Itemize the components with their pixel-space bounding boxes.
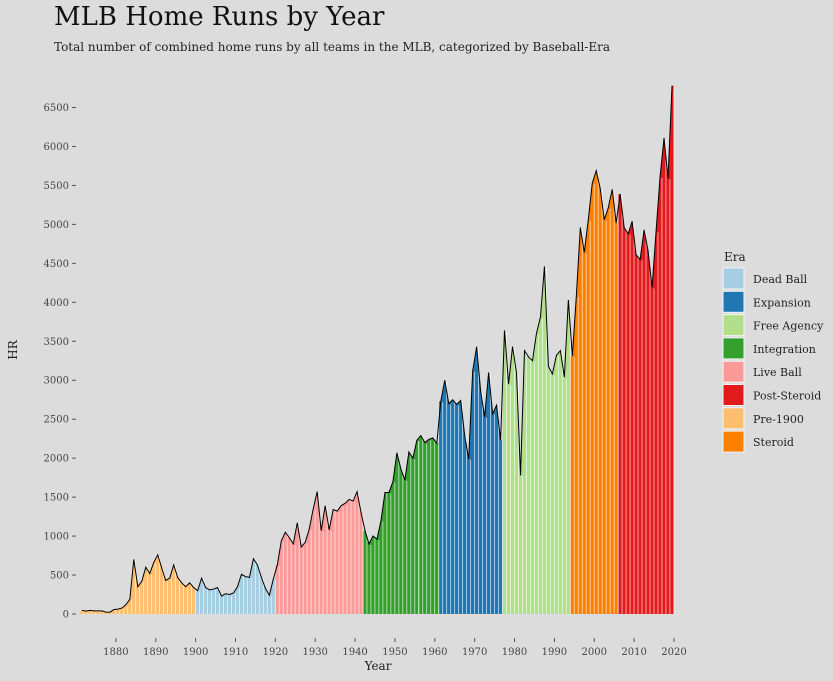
x-tick-label: 1940 [342, 647, 367, 658]
legend-label: Free Agency [753, 320, 824, 333]
x-tick-label: 1990 [542, 647, 567, 658]
y-tick-label: 4500 [44, 259, 69, 270]
chart-subtitle: Total number of combined home runs by al… [54, 40, 610, 54]
legend-swatch [722, 290, 745, 313]
legend: Era Dead Ball Expansion Free Agency Integra… [722, 250, 824, 453]
y-tick-label: 3500 [44, 337, 69, 348]
x-tick-label: 2020 [661, 647, 686, 658]
legend-swatch [722, 267, 745, 290]
legend-swatch [722, 337, 745, 360]
legend-swatch [722, 430, 745, 453]
legend-label: Steroid [753, 436, 794, 449]
y-axis-title: HR [6, 339, 20, 359]
x-tick-label: 2000 [582, 647, 607, 658]
legend-label: Dead Ball [753, 273, 808, 286]
x-tick-label: 2010 [621, 647, 646, 658]
x-tick-label: 1930 [302, 647, 327, 658]
x-tick-label: 1900 [183, 647, 208, 658]
y-tick-label: 6500 [44, 103, 69, 114]
x-tick-label: 1950 [382, 647, 407, 658]
y-tick-label: 0 [63, 610, 69, 621]
area-free-agency [502, 266, 571, 614]
y-tick-label: 1000 [44, 532, 69, 543]
y-tick-label: 6000 [44, 142, 69, 153]
legend-swatch [722, 407, 745, 430]
legend-swatch [722, 384, 745, 406]
legend-swatch [722, 360, 745, 383]
x-tick-label: 1910 [223, 647, 248, 658]
y-tick-label: 5500 [44, 181, 69, 192]
y-tick-label: 2000 [44, 454, 69, 465]
y-tick-label: 1500 [44, 493, 69, 504]
y-tick-label: 500 [50, 571, 69, 582]
legend-swatch [722, 314, 745, 337]
x-axis: 1880 1890 1900 1910 1920 1930 1940 1950 1960 1970… [103, 638, 687, 658]
x-tick-label: 1880 [103, 647, 128, 658]
legend-label: Expansion [753, 296, 811, 309]
x-axis-title: Year [364, 659, 392, 673]
x-tick-label: 1920 [263, 647, 288, 658]
area-pre- [80, 554, 196, 614]
area-layer [80, 85, 674, 615]
y-tick-label: 2500 [44, 415, 69, 426]
y-tick-label: 3000 [44, 376, 69, 387]
legend-label: Post-Steroid [753, 390, 821, 403]
area-integration [363, 435, 439, 614]
legend-title: Era [724, 250, 746, 264]
legend-label: Live Ball [753, 366, 802, 379]
bar-layer [83, 86, 675, 614]
y-tick-label: 4000 [44, 298, 69, 309]
y-axis: 0 500 1000 1500 2000 2500 3000 3500 4000 4500 5000… [44, 103, 76, 621]
legend-label: Pre-1900 [753, 413, 804, 426]
x-tick-label: 1970 [462, 647, 487, 658]
x-tick-label: 1960 [422, 647, 447, 658]
x-tick-label: 1890 [143, 647, 168, 658]
x-tick-label: 1980 [502, 647, 527, 658]
chart-title: MLB Home Runs by Year [54, 2, 385, 32]
y-tick-label: 5000 [44, 220, 69, 231]
legend-label: Integration [753, 343, 816, 356]
total-line [81, 85, 673, 613]
